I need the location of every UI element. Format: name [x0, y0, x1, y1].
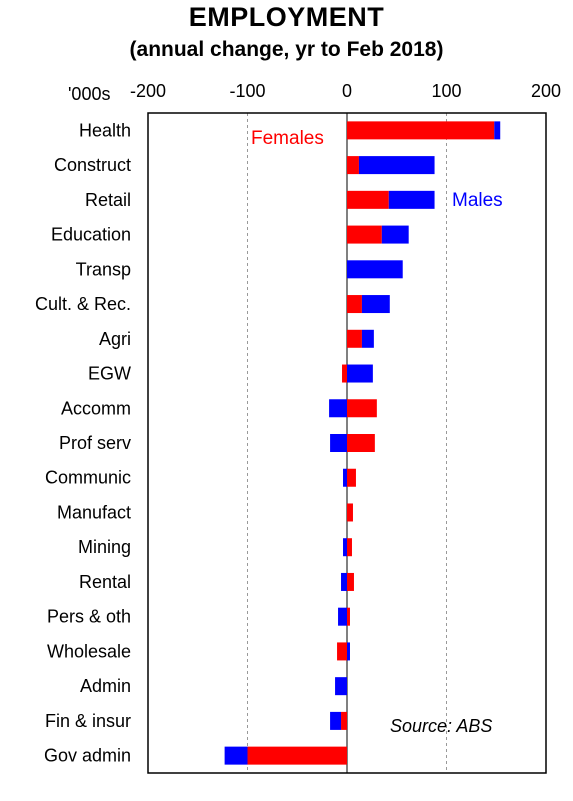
bar-males — [358, 156, 435, 175]
category-labels: Health Construct Retail Education Transp Cult… — [35, 120, 131, 765]
x-tick-label: 0 — [342, 81, 352, 101]
source-note: Source: ABS — [390, 716, 492, 736]
x-tick-label: 100 — [431, 81, 461, 101]
bar-males — [361, 329, 374, 348]
bar-males — [347, 260, 403, 279]
bar-males — [341, 572, 347, 591]
unit-label: '000s — [68, 84, 110, 104]
bar-females — [347, 225, 382, 244]
bar-females — [347, 503, 353, 522]
category-label: Manufact — [57, 502, 131, 522]
category-label: Rental — [79, 572, 131, 592]
bar-females — [347, 434, 375, 452]
bar-males — [347, 642, 350, 661]
bar-females — [247, 746, 347, 765]
bar-males — [494, 121, 501, 140]
bars — [224, 121, 501, 765]
chart-title: EMPLOYMENT — [188, 2, 385, 32]
category-label: Education — [51, 225, 131, 245]
bar-females — [347, 538, 352, 557]
bar-males — [388, 190, 435, 209]
legend-females-label: Females — [251, 128, 324, 149]
x-tick-label: -100 — [229, 81, 265, 101]
bar-males — [361, 295, 390, 314]
x-axis-ticks: -200 -100 0 100 200 — [130, 81, 561, 101]
bar-females — [347, 121, 495, 140]
category-label: Wholesale — [47, 641, 131, 661]
category-label: Admin — [80, 676, 131, 696]
bar-males — [330, 434, 347, 452]
x-tick-label: -200 — [130, 81, 166, 101]
category-label: Transp — [76, 259, 131, 279]
bar-males — [330, 711, 342, 730]
category-label: Construct — [54, 155, 131, 175]
x-tick-label: 200 — [531, 81, 561, 101]
bar-females — [337, 642, 347, 661]
bar-females — [347, 329, 362, 348]
category-label: Agri — [99, 329, 131, 349]
category-label: Retail — [85, 190, 131, 210]
category-label: Pers & oth — [47, 607, 131, 627]
plot-frame — [147, 112, 547, 774]
bar-males — [335, 677, 347, 696]
category-label: Accomm — [61, 398, 131, 418]
bar-females — [347, 190, 389, 209]
category-label: Fin & insur — [45, 711, 131, 731]
bar-females — [342, 364, 347, 383]
category-label: Cult. & Rec. — [35, 294, 131, 314]
category-label: Mining — [78, 537, 131, 557]
bar-females — [347, 468, 356, 487]
bar-females — [347, 295, 362, 314]
category-label: Health — [79, 120, 131, 140]
bar-males — [343, 468, 347, 487]
category-label: Gov admin — [44, 746, 131, 766]
bar-males — [343, 538, 347, 557]
bar-females — [347, 156, 359, 175]
category-label: Prof serv — [59, 433, 131, 453]
bar-females — [347, 607, 350, 626]
bar-females — [341, 711, 347, 730]
bar-males — [347, 364, 373, 383]
bar-males — [329, 399, 347, 418]
category-label: EGW — [88, 364, 131, 384]
bar-females — [347, 572, 354, 591]
legend-males-label: Males — [452, 190, 503, 211]
bar-males — [224, 746, 248, 765]
bar-males — [381, 225, 409, 244]
chart-subtitle: (annual change, yr to Feb 2018) — [129, 38, 444, 61]
category-label: Communic — [45, 468, 131, 488]
bar-females — [347, 399, 377, 418]
bar-males — [338, 607, 347, 626]
